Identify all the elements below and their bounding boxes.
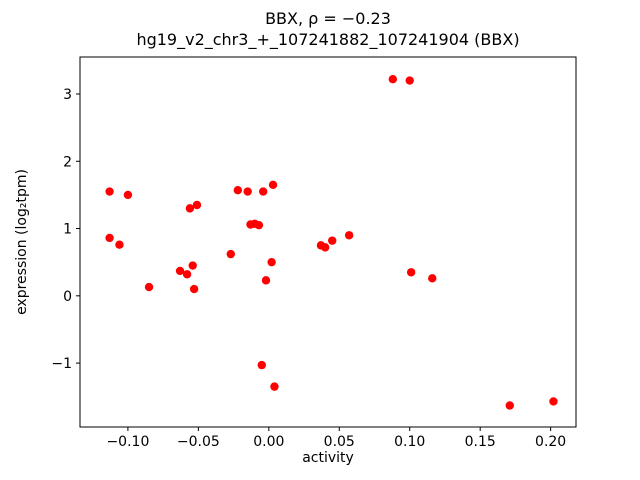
data-point [175,266,185,276]
data-point [243,187,252,196]
x-tick-label: 0.10 [394,434,425,450]
data-point [105,233,114,243]
x-tick-label: 0.20 [535,434,566,450]
data-point [428,274,437,283]
y-tick-label: 1 [63,222,72,238]
axes-frame [79,56,577,428]
data-point [189,284,199,294]
data-point [261,276,271,285]
data-point [115,240,124,249]
data-point [406,268,416,277]
x-tick-label: 0.00 [253,434,284,450]
x-tick-label: −0.05 [177,434,220,450]
y-tick-label: 0 [63,289,72,305]
data-point [258,187,268,196]
data-point [268,180,278,190]
y-axis-label: expression (log₂tpm) [14,169,30,315]
data-point [192,200,202,210]
data-point [233,186,243,195]
data-point [388,75,398,84]
data-point [344,231,354,240]
x-axis-label: activity [302,450,354,466]
data-point [254,220,264,230]
y-tick-label: 3 [63,87,72,103]
x-tick-label: −0.10 [106,434,149,450]
x-tick-label: 0.05 [324,434,355,450]
data-point [105,187,114,196]
y-tick-label: −1 [51,356,72,372]
data-point [123,190,133,200]
data-point [320,243,330,252]
data-point [188,261,197,270]
data-point [405,76,414,85]
chart-subtitle: hg19_v2_chr3_+_107241882_107241904 (BBX) [136,30,520,49]
data-point [182,270,192,279]
x-tick-label: 0.15 [465,434,496,450]
data-point [144,282,154,292]
data-point [185,204,195,213]
data-point [328,236,337,245]
y-tick-label: 2 [63,154,72,170]
data-point [257,360,266,370]
data-point [226,249,235,259]
data-point [549,397,558,406]
data-point [267,257,276,267]
data-point [505,401,514,410]
chart-title: BBX, ρ = −0.23 [265,9,391,28]
data-point [270,382,279,391]
